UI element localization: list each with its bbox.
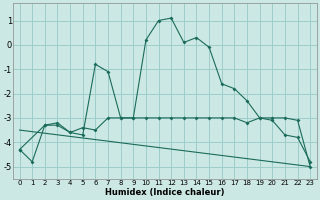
X-axis label: Humidex (Indice chaleur): Humidex (Indice chaleur) bbox=[105, 188, 225, 197]
